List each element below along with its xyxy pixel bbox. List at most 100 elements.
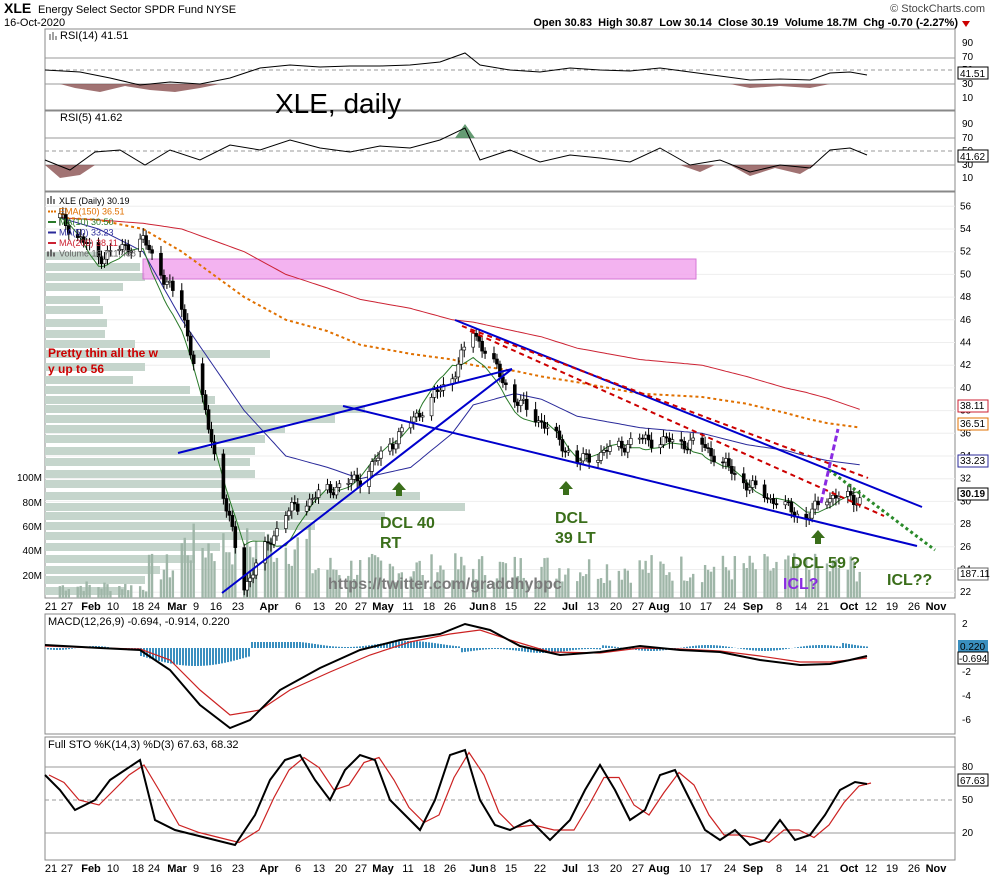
macd-histogram-bar bbox=[581, 648, 583, 650]
x-tick-label: 14 bbox=[795, 601, 807, 613]
macd-histogram-bar bbox=[644, 648, 646, 651]
x-tick-label: 24 bbox=[148, 863, 160, 875]
macd-histogram-bar bbox=[146, 648, 148, 658]
volume-bar bbox=[418, 560, 421, 598]
volume-bar bbox=[103, 582, 106, 598]
x-tick-label: 21 bbox=[45, 863, 57, 875]
volume-by-price-bar bbox=[45, 480, 225, 488]
x-axis-bottom: 21 27 Feb 10 18 24 Mar 9 16 23 Apr 6 13 20 27 May 11 18 26… bbox=[45, 863, 947, 875]
volume-by-price-bar bbox=[45, 273, 145, 281]
volume-bar bbox=[263, 549, 267, 598]
volume-bar bbox=[272, 561, 276, 598]
macd-histogram-bar bbox=[704, 645, 706, 648]
macd-histogram-bar bbox=[470, 648, 472, 652]
macd-histogram-bar bbox=[848, 643, 850, 648]
macd-hist-last-box bbox=[958, 640, 988, 652]
volume-bar bbox=[454, 553, 457, 598]
volume-bar bbox=[834, 559, 838, 598]
volume-by-price-bar bbox=[45, 386, 190, 394]
macd-histogram-bar bbox=[236, 648, 238, 660]
candle-down bbox=[733, 473, 737, 475]
candle-down bbox=[242, 547, 247, 591]
candle-up bbox=[352, 474, 357, 480]
volume-bar bbox=[567, 568, 570, 598]
price-tick-label: 46 bbox=[960, 315, 972, 326]
macd-histogram-bar bbox=[503, 648, 505, 650]
candle-up bbox=[129, 250, 134, 253]
macd-histogram-bar bbox=[629, 648, 631, 650]
volume-bar bbox=[540, 566, 543, 598]
macd-histogram-bar bbox=[800, 646, 802, 648]
macd-histogram-bar bbox=[515, 648, 517, 651]
volume-bar bbox=[400, 572, 404, 598]
volume-bar bbox=[772, 568, 775, 598]
volume-bar bbox=[64, 590, 68, 598]
volume-bar bbox=[620, 579, 624, 598]
volume-by-price-bar bbox=[45, 447, 255, 455]
candle-up bbox=[750, 480, 755, 488]
x-tick-label: 27 bbox=[632, 863, 644, 875]
volume-bar bbox=[596, 578, 600, 598]
macd-histogram-bar bbox=[779, 648, 781, 650]
volume-bar bbox=[317, 568, 320, 598]
macd-histogram-bar bbox=[452, 645, 454, 648]
volume-bar bbox=[168, 577, 172, 598]
sto-d-line bbox=[48, 751, 872, 844]
volume-bar bbox=[162, 569, 166, 598]
volume-bar bbox=[106, 584, 109, 598]
volume-bar bbox=[492, 582, 496, 598]
volume-bar bbox=[204, 557, 207, 598]
x-tick-label: 13 bbox=[587, 863, 599, 875]
candle-up bbox=[536, 420, 541, 423]
x-tick-label: 10 bbox=[107, 601, 119, 613]
rsi14-oversold-fill bbox=[45, 84, 830, 92]
legend-entry: MA(200) 38.11 bbox=[59, 238, 118, 248]
candle-down bbox=[515, 401, 520, 406]
macd-histogram-bar bbox=[344, 646, 346, 648]
volume-bar bbox=[457, 569, 460, 598]
candle-down bbox=[703, 444, 707, 448]
x-tick-label: Jun bbox=[469, 863, 489, 875]
volume-bar bbox=[79, 585, 82, 598]
ma200-line bbox=[59, 217, 860, 410]
volume-bar bbox=[88, 584, 91, 598]
macd-histogram-bar bbox=[248, 648, 250, 657]
macd-histogram-bar bbox=[290, 642, 292, 648]
macd-histogram-bar bbox=[563, 648, 565, 652]
macd-tick-label: -6 bbox=[962, 715, 971, 726]
volume-by-price-bar bbox=[45, 532, 265, 540]
macd-histogram-bar bbox=[575, 648, 577, 650]
sto-k-line bbox=[44, 748, 868, 847]
macd-histogram-bar bbox=[200, 648, 202, 666]
candle-down bbox=[188, 335, 193, 356]
x-tick-label: Sep bbox=[743, 601, 763, 613]
macd-histogram-bar bbox=[566, 648, 568, 651]
volume-bar bbox=[225, 552, 228, 598]
macd-histogram-bar bbox=[359, 646, 361, 648]
volume-bar bbox=[855, 581, 858, 598]
volume-tick-label: 80M bbox=[23, 498, 42, 509]
candle-down bbox=[557, 430, 562, 440]
macd-histogram-bar bbox=[638, 648, 640, 651]
volume-by-price-bar bbox=[45, 512, 385, 520]
candle-down bbox=[328, 484, 333, 493]
candle-down bbox=[75, 233, 80, 238]
macd-histogram-bar bbox=[413, 641, 415, 648]
volume-bar bbox=[807, 569, 811, 598]
trendlines bbox=[177, 319, 923, 594]
volume-bar bbox=[222, 533, 225, 598]
rsi5-line bbox=[44, 127, 868, 173]
candle-up bbox=[471, 333, 475, 348]
volume-bar bbox=[186, 555, 189, 598]
volume-bar bbox=[471, 568, 475, 598]
x-tick-label: 18 bbox=[132, 601, 144, 613]
volume-bar bbox=[581, 576, 585, 598]
macd-histogram-bar bbox=[830, 645, 832, 648]
annotation-icl2: ICL?? bbox=[887, 572, 932, 589]
candle-down bbox=[212, 441, 217, 455]
volume-bar bbox=[287, 563, 291, 598]
candle-down bbox=[587, 453, 591, 463]
macd-histogram-bar bbox=[428, 642, 430, 648]
volume-bar bbox=[659, 561, 662, 598]
rsi14-last: 41.51 bbox=[960, 69, 985, 80]
